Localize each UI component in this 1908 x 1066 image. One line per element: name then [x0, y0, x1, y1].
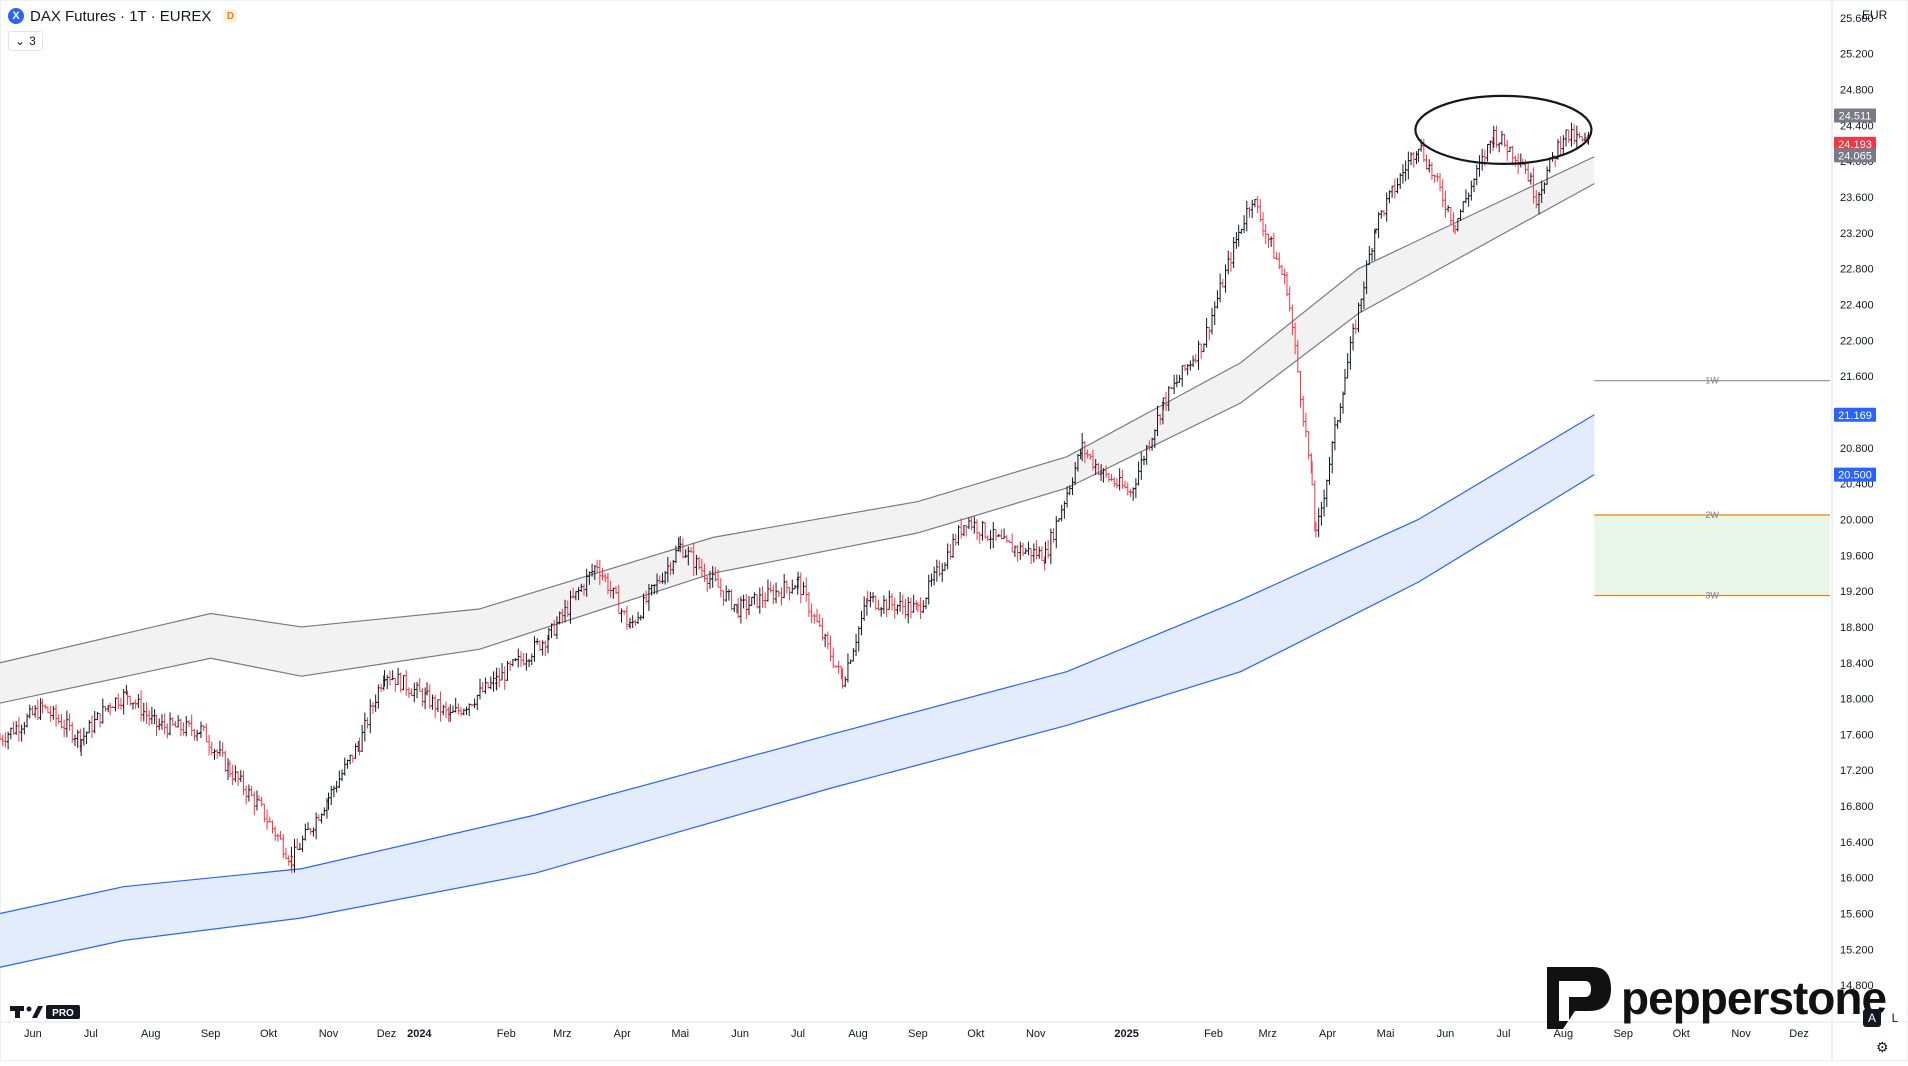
- x-tick-label: Jun: [1437, 1028, 1455, 1040]
- price-label-text: 21.169: [1838, 410, 1872, 422]
- y-tick-label: 16.400: [1840, 837, 1874, 849]
- x-tick-label: Dez: [377, 1028, 397, 1040]
- highlight-ellipse: [1414, 94, 1593, 165]
- y-tick-label: 22.400: [1840, 300, 1874, 312]
- y-tick-label: 25.200: [1840, 49, 1874, 61]
- delayed-badge: D: [223, 9, 238, 23]
- target-zone: [1594, 514, 1830, 596]
- x-tick-label: Nov: [1731, 1028, 1751, 1040]
- x-tick-label: Apr: [614, 1028, 631, 1040]
- x-tick-label: 2024: [407, 1028, 432, 1040]
- x-tick-label: Jun: [731, 1028, 749, 1040]
- chart-title[interactable]: DAX Futures · 1T · EUREX: [30, 7, 212, 25]
- y-tick-label: 20.000: [1840, 514, 1874, 526]
- y-tick-label: 18.400: [1840, 658, 1874, 670]
- x-tick-label: Sep: [1613, 1028, 1633, 1040]
- y-tick-label: 16.800: [1840, 801, 1874, 813]
- x-tick-label: Okt: [967, 1028, 984, 1040]
- y-tick-label: 17.600: [1840, 729, 1874, 741]
- y-tick-label: 22.800: [1840, 264, 1874, 276]
- y-tick-label: 19.600: [1840, 550, 1874, 562]
- x-tick-label: Mai: [671, 1028, 689, 1040]
- band-fill-0: [0, 156, 1595, 704]
- y-tick-label: 18.800: [1840, 622, 1874, 634]
- currency-label[interactable]: EUR: [1862, 8, 1888, 22]
- x-tick-label: Aug: [1554, 1028, 1574, 1040]
- x-tick-label: Aug: [141, 1028, 161, 1040]
- y-tick-label: 17.200: [1840, 765, 1874, 777]
- y-tick-label: 22.000: [1840, 335, 1874, 347]
- y-tick-label: 18.000: [1840, 694, 1874, 706]
- chart-header: X DAX Futures · 1T · EUREX D: [8, 6, 238, 26]
- x-tick-label: Jul: [1496, 1028, 1510, 1040]
- price-label-box: [1834, 148, 1876, 163]
- price-label-box: [1834, 467, 1876, 482]
- band-fill-1: [0, 414, 1595, 968]
- price-label-text: 24.065: [1838, 150, 1872, 162]
- price-label-text: 20.500: [1838, 470, 1872, 482]
- x-tick-label: Nov: [319, 1028, 339, 1040]
- pepperstone-wordmark: pepperstone: [1621, 972, 1887, 1024]
- price-label-box: [1834, 136, 1876, 151]
- x-tick-label: Feb: [497, 1028, 516, 1040]
- y-tick-label: 25.600: [1840, 13, 1874, 25]
- svg-text:PRO: PRO: [52, 1008, 74, 1019]
- level-label-3w: 3W: [1705, 591, 1719, 601]
- y-tick-label: 24.400: [1840, 120, 1874, 132]
- pepperstone-logo: pepperstone: [1541, 967, 1887, 1029]
- level-label-1w: 1W: [1705, 376, 1719, 386]
- band-upper-1: [0, 414, 1595, 915]
- x-tick-label: Apr: [1319, 1028, 1336, 1040]
- x-tick-label: Okt: [1673, 1028, 1690, 1040]
- y-tick-label: 23.200: [1840, 228, 1874, 240]
- tradingview-pro-logo: PRO: [10, 1004, 80, 1025]
- band-upper-0: [0, 156, 1595, 664]
- x-tick-label: Jul: [791, 1028, 805, 1040]
- chevron-down-icon: ⌄: [15, 34, 26, 48]
- y-tick-label: 15.200: [1840, 944, 1874, 956]
- band-lower-0: [0, 183, 1595, 704]
- x-tick-label: Feb: [1204, 1028, 1223, 1040]
- log-scale-button[interactable]: L: [1886, 1009, 1904, 1027]
- x-tick-label: Mrz: [553, 1028, 571, 1040]
- y-tick-label: 23.600: [1840, 192, 1874, 204]
- y-tick-label: 16.000: [1840, 873, 1874, 885]
- x-tick-label: 2025: [1114, 1028, 1138, 1040]
- price-label-box: [1834, 407, 1876, 422]
- symbol-icon[interactable]: X: [8, 8, 24, 24]
- x-tick-label: Mrz: [1259, 1028, 1277, 1040]
- x-tick-label: Mai: [1377, 1028, 1395, 1040]
- y-tick-label: 21.600: [1840, 371, 1874, 383]
- price-label-box: [1834, 108, 1876, 123]
- y-tick-label: 15.600: [1840, 909, 1874, 921]
- y-tick-label: 20.800: [1840, 443, 1874, 455]
- x-tick-label: Sep: [908, 1028, 928, 1040]
- y-tick-label: 14.800: [1840, 980, 1874, 992]
- x-tick-label: Dez: [1789, 1028, 1809, 1040]
- x-tick-label: Aug: [848, 1028, 868, 1040]
- level-label-2w: 2W: [1705, 510, 1719, 520]
- price-label-text: 24.193: [1838, 139, 1872, 151]
- pepperstone-p-icon: [1547, 967, 1611, 1029]
- band-lower-1: [0, 474, 1595, 968]
- x-tick-label: Jun: [24, 1028, 42, 1040]
- y-tick-label: 24.800: [1840, 85, 1874, 97]
- gear-icon[interactable]: ⚙: [1876, 1039, 1889, 1055]
- x-tick-label: Sep: [201, 1028, 221, 1040]
- x-tick-label: Nov: [1026, 1028, 1046, 1040]
- indicator-count: 3: [29, 34, 36, 48]
- y-tick-label: 19.200: [1840, 586, 1874, 598]
- price-label-text: 24.511: [1839, 110, 1872, 122]
- x-tick-label: Okt: [260, 1028, 277, 1040]
- auto-scale-button[interactable]: A: [1863, 1009, 1881, 1027]
- indicator-toggle[interactable]: ⌄ 3: [8, 31, 43, 51]
- x-tick-label: Jul: [84, 1028, 98, 1040]
